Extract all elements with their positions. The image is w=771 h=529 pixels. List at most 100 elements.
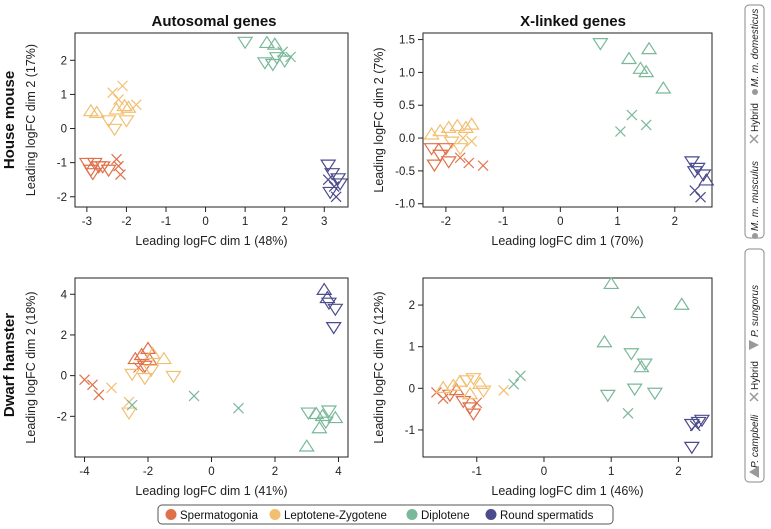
data-point [107,87,119,99]
scatter-panel-3: -4 -2 0 2 4 -2 0 2 4 Leading logFC dim 1 (41%) Lea… [24,277,349,498]
y-tick-label: 0 [61,371,67,383]
plot-area [74,277,349,458]
data-point [475,385,492,399]
data-point [276,55,293,69]
y-tick-label: 1.0 [399,67,415,79]
data-point [87,379,98,391]
data-point [463,117,480,130]
data-point [237,36,254,50]
y-axis-label: Leading logFC dim 2 (7%) [372,47,386,192]
data-point [120,100,137,113]
data-point [465,408,482,422]
legend-swatch-leptotene-zygotene [269,509,281,520]
data-point [88,105,105,118]
data-point [117,80,128,92]
data-point [108,102,125,115]
data-point [320,297,338,311]
data-point [116,98,133,112]
y-tick-label: -0.5 [395,166,415,178]
data-point [115,169,126,181]
y-tick-label: 0.0 [399,133,415,145]
data-point [133,362,144,373]
data-point [626,383,643,397]
legend-dot-icon [752,89,758,95]
data-point [325,322,342,335]
data-point [599,389,616,403]
data-point [508,378,520,390]
y-tick-label: -1 [57,158,67,170]
data-point [322,186,339,200]
x-tick-label: -1 [161,216,171,228]
data-point [120,407,138,421]
data-point [472,376,489,389]
legend-triangle-up-icon [749,466,759,478]
x-tick-label: 1 [608,466,614,478]
x-tick-label: -2 [441,216,451,228]
data-point [136,372,153,386]
data-point [683,156,701,169]
data-point [93,389,105,401]
data-point [106,382,117,394]
data-point [458,375,475,388]
data-point [327,303,344,317]
data-point [463,157,475,169]
data-point [445,378,462,392]
data-point [632,61,649,74]
data-point [615,126,626,137]
data-point [693,414,711,428]
data-point [437,143,454,156]
data-point [498,384,510,396]
data-point [298,439,315,452]
data-point [111,153,122,165]
scatter-panel-1: -3 -2 -1 0 1 2 3 -2 -1 0 1 2 Leading logFC dim 1 (48… [24,32,349,248]
y-tick-label: 1 [409,342,415,354]
data-point [86,157,103,171]
data-point [466,135,478,147]
y-tick-label: 0.5 [399,100,415,112]
x-tick-label: 2 [675,466,681,478]
legend-species-right: P. sungorus [750,285,761,337]
data-point [622,407,634,419]
data-point [432,149,449,163]
species-legend-dwarf-hamster: P. campbelli Hybrid P. sungorus [744,248,765,483]
y-axis-label: Leading logFC dim 2 (12%) [372,291,386,443]
legend-hybrid-label: Hybrid [750,361,761,390]
legend-hybrid-label: Hybrid [750,103,761,132]
legend-species-left: P. campbelli [750,414,761,468]
panels: -3 -2 -1 0 1 2 3 -2 -1 0 1 2 Leading logFC dim 1 (48… [24,32,715,498]
data-point [322,174,334,186]
x-tick-label: -1 [498,216,508,228]
data-point [139,341,157,354]
cell-type-legend: Spermatogonia Leptotene-Zygotene Diplote… [157,504,614,525]
data-point [457,132,469,144]
data-point [317,416,334,430]
data-point [443,136,460,150]
data-point [126,399,138,411]
data-point [515,370,526,382]
x-tick-label: 1 [242,216,248,228]
data-point [266,37,283,50]
data-point [106,123,123,137]
data-point [94,161,111,174]
y-axis-label: Leading logFC dim 2 (18%) [24,291,38,443]
data-point [118,115,135,128]
x-tick-label: 1 [614,216,620,228]
legend-triangle-down-icon [749,340,759,350]
data-point [457,120,475,134]
data-point [268,52,285,65]
data-point [465,373,482,386]
data-point [640,41,658,55]
x-tick-label: 2 [672,216,678,228]
data-point [689,420,701,432]
x-tick-label: 0 [208,466,214,478]
x-tick-label: -3 [82,216,92,228]
scatter-panel-2: -2 -1 0 1 2 -1.0 -0.5 0.0 0.5 1.0 1.5 Leading logFC… [372,32,715,248]
data-point [596,334,613,348]
data-point [320,405,338,418]
data-point [683,441,700,455]
data-point [79,374,90,386]
x-tick-label: 0 [202,216,208,228]
species-legend-house-mouse: M. m. musculus Hybrid M. m. domesticus [744,4,765,239]
legend-cross-icon [749,392,759,402]
legend-dot-icon [752,233,758,239]
